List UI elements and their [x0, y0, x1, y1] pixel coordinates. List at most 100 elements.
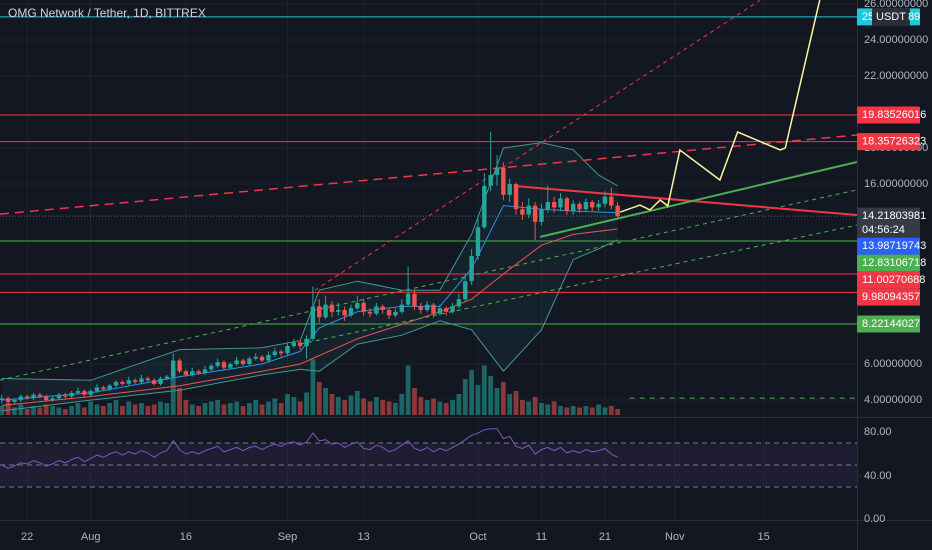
volume-bar	[329, 394, 335, 415]
volume-bar	[418, 397, 424, 415]
candle-body	[126, 380, 131, 384]
band-upper	[1, 142, 618, 381]
price-label-box	[857, 271, 920, 289]
volume-bar	[608, 406, 614, 415]
volume-bar	[196, 406, 201, 415]
candle-body	[75, 391, 81, 393]
volume-bar	[526, 401, 532, 415]
candle-body	[558, 198, 563, 208]
currency: USDT	[876, 11, 906, 23]
x-tick-label: 22	[21, 531, 33, 543]
x-tick-label: Oct	[469, 531, 486, 543]
volume-bar	[532, 397, 538, 415]
candle-body	[297, 342, 303, 347]
volume-bar	[412, 388, 417, 415]
volume-bar	[75, 403, 81, 415]
x-tick-label: Sep	[278, 531, 298, 543]
volume-bar	[215, 400, 221, 415]
candle-body	[209, 365, 214, 370]
candle-body	[507, 184, 512, 195]
candle-body	[31, 394, 36, 399]
candle-body	[132, 380, 138, 383]
volume-bar	[297, 401, 303, 415]
volume-bar	[170, 370, 176, 415]
volume-bar	[558, 406, 563, 415]
candle-body	[431, 304, 436, 314]
price-label-box	[857, 106, 920, 124]
candle-body	[463, 281, 468, 300]
trend-drawing	[619, 0, 821, 213]
candle-body	[450, 306, 455, 312]
y-tick-label: 26.00000000	[864, 0, 928, 10]
volume-bar	[316, 382, 322, 415]
currency-badge	[872, 7, 910, 26]
volume-bar	[348, 395, 354, 415]
candle-body	[323, 304, 328, 318]
candle-body	[171, 360, 176, 377]
volume-bar	[177, 388, 182, 415]
candle-body	[437, 308, 443, 314]
candle-body	[177, 360, 182, 372]
candle-body	[304, 338, 309, 347]
band-lower	[1, 239, 618, 412]
volume-bar	[367, 401, 373, 415]
volume-bar	[615, 409, 621, 415]
candle-body	[228, 364, 233, 368]
candle-body	[399, 304, 404, 312]
candle-body	[520, 209, 525, 215]
indicator-line	[1, 228, 618, 406]
candle-body	[501, 167, 506, 195]
volume-bar	[183, 400, 189, 415]
volume-bar	[164, 403, 170, 415]
volume-bar	[94, 404, 100, 415]
candle-body	[151, 380, 157, 384]
candle-body	[355, 302, 360, 309]
trend-drawing	[514, 185, 857, 216]
candle-body	[488, 175, 493, 186]
trend-drawing	[300, 224, 857, 345]
volume-bar	[481, 365, 487, 415]
volume-bar	[62, 409, 68, 415]
volume-bar	[354, 391, 360, 415]
candle-body	[412, 293, 417, 307]
volume-bar	[551, 401, 557, 415]
candle-body	[272, 351, 277, 356]
price-label-tail: 89	[908, 11, 920, 23]
candle-body	[475, 227, 481, 257]
candle-body	[590, 202, 595, 208]
trend-drawing	[539, 161, 857, 238]
candle-body	[570, 203, 576, 212]
candle-body	[37, 394, 43, 397]
candle-body	[456, 299, 462, 307]
candle-body	[469, 256, 474, 282]
volume-bar	[234, 401, 240, 415]
candle-body	[94, 387, 100, 392]
candle-body	[164, 376, 170, 379]
chart-title: OMG Network / Tether, 1D, BITTREX	[8, 6, 206, 20]
volume-bar	[285, 394, 290, 415]
volume-bar	[437, 401, 443, 415]
volume-bar	[380, 400, 386, 415]
candle-body	[56, 394, 62, 399]
candle-body	[393, 311, 398, 316]
trend-drawing	[0, 134, 857, 215]
y-tick-label: 22.00000000	[864, 70, 928, 82]
volume-bar	[386, 401, 392, 415]
volume-bar	[361, 398, 367, 415]
volume-bar	[431, 398, 436, 415]
volume-bar	[589, 407, 595, 415]
candle-body	[285, 346, 290, 354]
volume-bar	[545, 404, 551, 415]
price-label: 13.98719743	[862, 240, 926, 252]
volume-bar	[393, 403, 398, 415]
candle-body	[329, 304, 335, 312]
candle-body	[424, 304, 430, 311]
candle-body	[526, 205, 531, 215]
rsi-tick-label: 40.00	[864, 470, 892, 482]
price-label: 12.83106718	[862, 257, 926, 269]
candle-body	[386, 310, 392, 316]
x-tick-label: 13	[358, 531, 370, 543]
price-label: 9.98094357	[862, 291, 920, 303]
price-labels: 25.USDT 8919.8352601618.3572632314.218039…	[857, 7, 926, 333]
